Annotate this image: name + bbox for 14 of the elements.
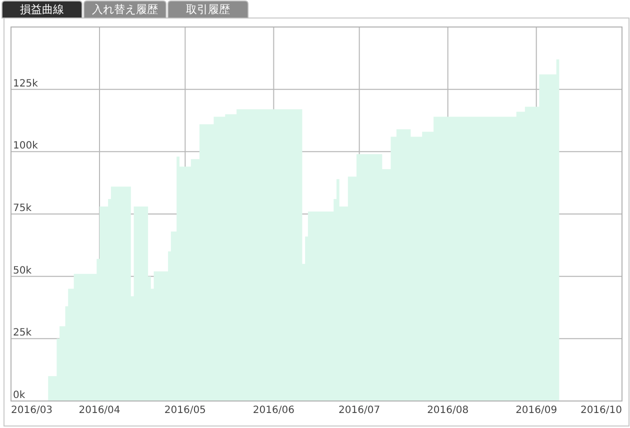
y-tick-label: 50k xyxy=(13,265,32,276)
x-tick-label: 2016/04 xyxy=(78,405,120,416)
x-tick-label: 2016/06 xyxy=(252,405,294,416)
x-tick-label: 2016/08 xyxy=(427,405,469,416)
y-tick-label: 100k xyxy=(13,140,38,152)
x-tick-label: 2016/03 xyxy=(11,405,53,416)
y-tick-label: 25k xyxy=(13,328,32,339)
x-tick-label: 2016/05 xyxy=(164,405,206,416)
y-tick-label: 75k xyxy=(13,203,32,214)
y-tick-label: 125k xyxy=(13,78,38,90)
x-tick-label: 2016/10 xyxy=(580,405,622,416)
x-tick-label: 2016/07 xyxy=(338,405,380,416)
y-tick-label: 0k xyxy=(13,390,26,401)
x-tick-label: 2016/09 xyxy=(516,405,558,416)
